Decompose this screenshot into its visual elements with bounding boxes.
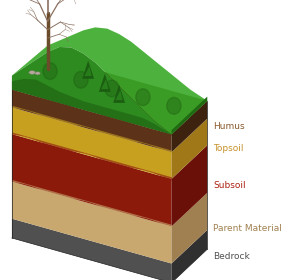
Text: Subsoil: Subsoil <box>213 181 246 190</box>
Polygon shape <box>12 108 172 179</box>
Polygon shape <box>12 219 172 280</box>
Polygon shape <box>12 79 172 134</box>
Polygon shape <box>101 79 108 89</box>
Polygon shape <box>172 101 207 152</box>
Ellipse shape <box>29 71 36 74</box>
Polygon shape <box>12 182 172 263</box>
Circle shape <box>167 97 181 114</box>
Polygon shape <box>99 74 111 92</box>
Polygon shape <box>12 134 172 227</box>
Polygon shape <box>12 47 172 134</box>
Polygon shape <box>12 90 172 152</box>
Circle shape <box>74 71 88 88</box>
Polygon shape <box>172 145 207 227</box>
Text: Topsoil: Topsoil <box>213 144 244 153</box>
Polygon shape <box>172 97 207 134</box>
Polygon shape <box>116 90 123 100</box>
Polygon shape <box>12 56 207 134</box>
Polygon shape <box>12 27 207 134</box>
Circle shape <box>43 63 57 80</box>
Circle shape <box>136 89 150 106</box>
Polygon shape <box>82 60 94 79</box>
Polygon shape <box>172 193 207 263</box>
Text: Bedrock: Bedrock <box>213 252 250 261</box>
Text: Humus: Humus <box>213 122 245 131</box>
Polygon shape <box>113 85 125 103</box>
Polygon shape <box>85 66 92 76</box>
Circle shape <box>105 80 119 97</box>
Text: Parent Material: Parent Material <box>213 224 282 233</box>
Polygon shape <box>172 119 207 179</box>
Ellipse shape <box>35 72 40 75</box>
Polygon shape <box>172 230 207 280</box>
